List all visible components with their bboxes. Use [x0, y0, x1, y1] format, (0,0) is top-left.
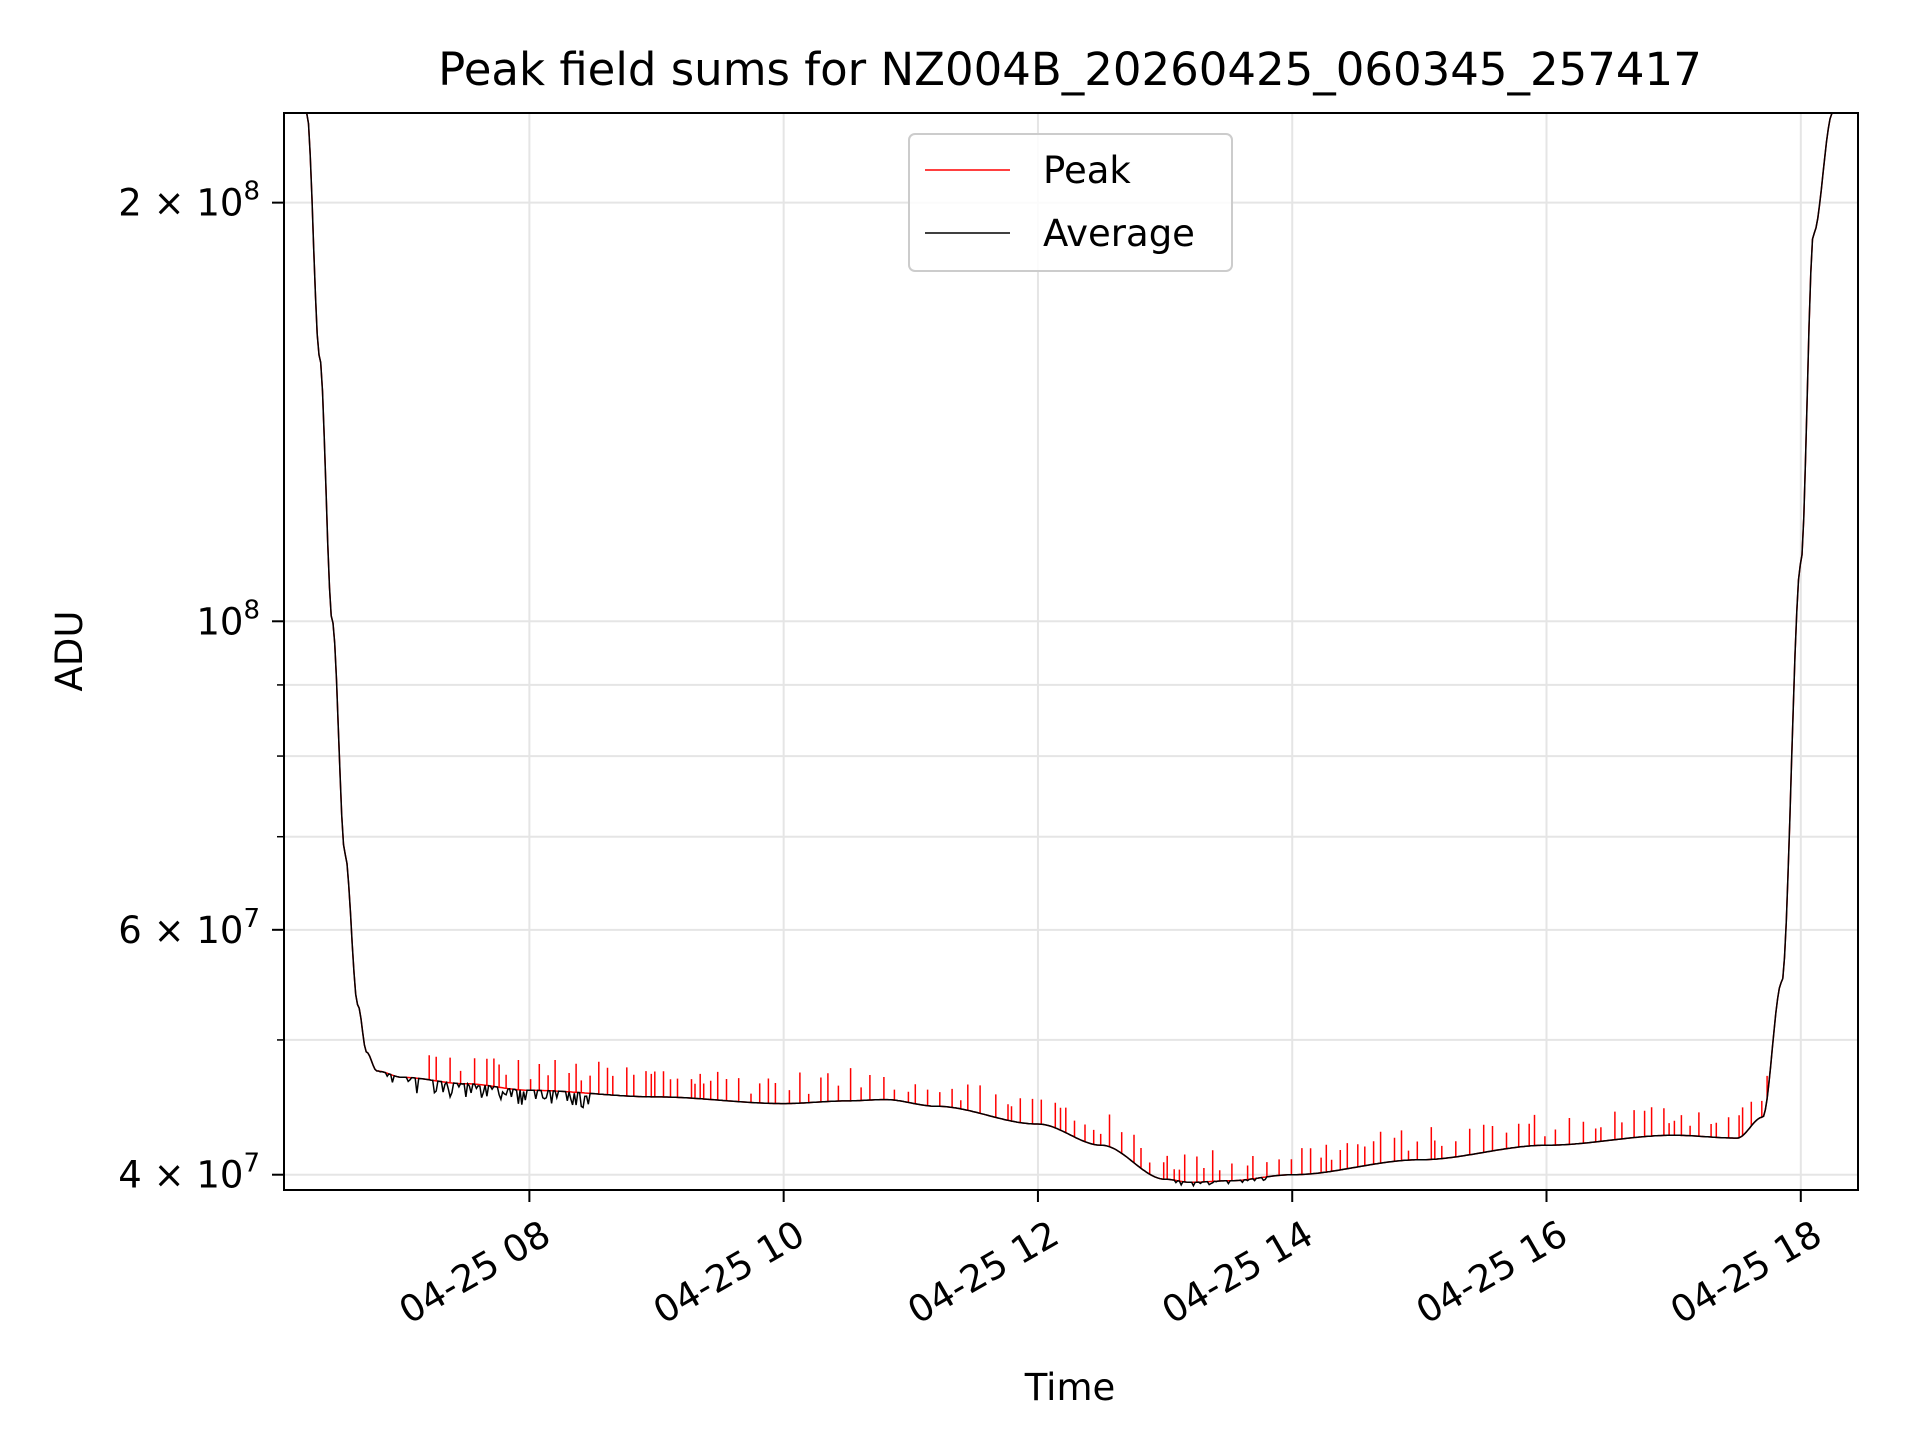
series-line-average: [284, 113, 1858, 1188]
y-tick-label: 6 × 107: [118, 904, 260, 952]
y-tick-label: 108: [196, 595, 260, 643]
y-axis-label: ADU: [48, 611, 91, 692]
legend: Peak Average: [908, 133, 1233, 272]
chart-title: Peak field sums for NZ004B_20260425_0603…: [438, 43, 1702, 96]
legend-label-average: Average: [1043, 212, 1195, 255]
y-tick-label: 2 × 108: [118, 177, 260, 225]
series-layer: [284, 113, 1858, 1188]
legend-label-peak: Peak: [1043, 149, 1131, 192]
x-axis-label: Time: [1024, 1366, 1116, 1409]
legend-frame: [908, 133, 1233, 272]
y-tick-label: 4 × 107: [118, 1149, 260, 1197]
plot-area-frame: [283, 112, 1859, 1191]
